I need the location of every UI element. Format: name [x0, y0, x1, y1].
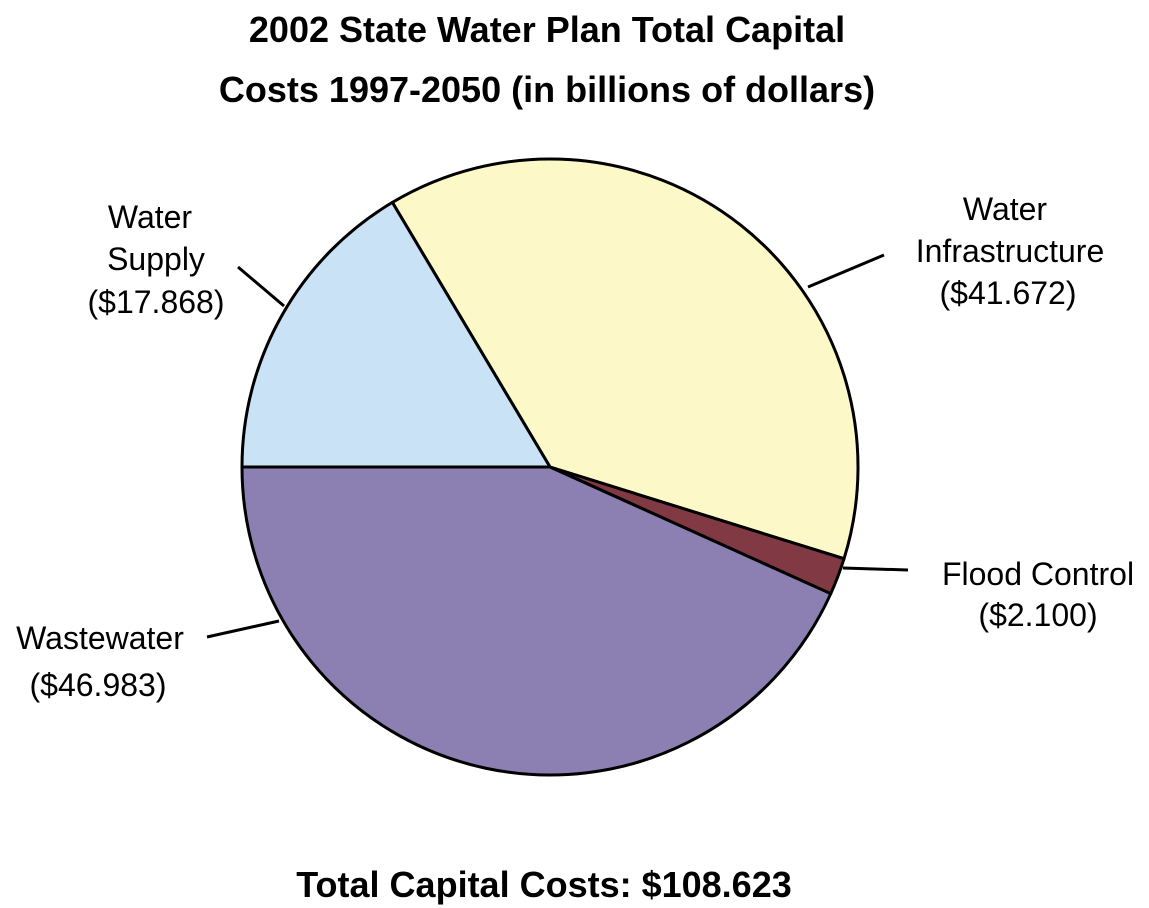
- slice-label-water-supply-line-2: Supply: [107, 241, 205, 277]
- pie-slice-wastewater: [240, 465, 833, 777]
- slice-label-flood-control-line-1: Flood Control: [942, 556, 1134, 592]
- slice-label-flood-control-line-2: ($2.100): [978, 597, 1097, 633]
- chart-title: 2002 State Water Plan Total Capital Cost…: [0, 0, 1094, 120]
- leader-line-flood-control: [842, 566, 909, 572]
- leader-line-water-infrastructure: [807, 253, 885, 289]
- slice-label-water-supply-line-3: ($17.868): [88, 284, 225, 320]
- total-capital-costs: Total Capital Costs: $108.623: [296, 864, 792, 905]
- leader-line-water-supply: [237, 265, 285, 308]
- leader-line-wastewater: [206, 619, 280, 639]
- slice-label-water-infrastructure-line-1: Water: [963, 191, 1048, 227]
- pie-slice-water-supply: [240, 200, 552, 469]
- slice-label-wastewater-line-2: ($46.983): [30, 667, 167, 703]
- slice-label-water-supply-line-1: Water: [108, 199, 193, 235]
- pie-slice-water-infrastructure: [390, 157, 860, 561]
- chart-title-line-1: 2002 State Water Plan Total Capital: [248, 9, 846, 50]
- slice-label-wastewater-line-1: Wastewater: [16, 620, 184, 656]
- slice-label-water-infrastructure-line-2: Infrastructure: [916, 233, 1105, 269]
- slice-label-water-infrastructure-line-3: ($41.672): [940, 275, 1077, 311]
- chart-title-line-2: Costs 1997-2050 (in billions of dollars): [218, 69, 876, 110]
